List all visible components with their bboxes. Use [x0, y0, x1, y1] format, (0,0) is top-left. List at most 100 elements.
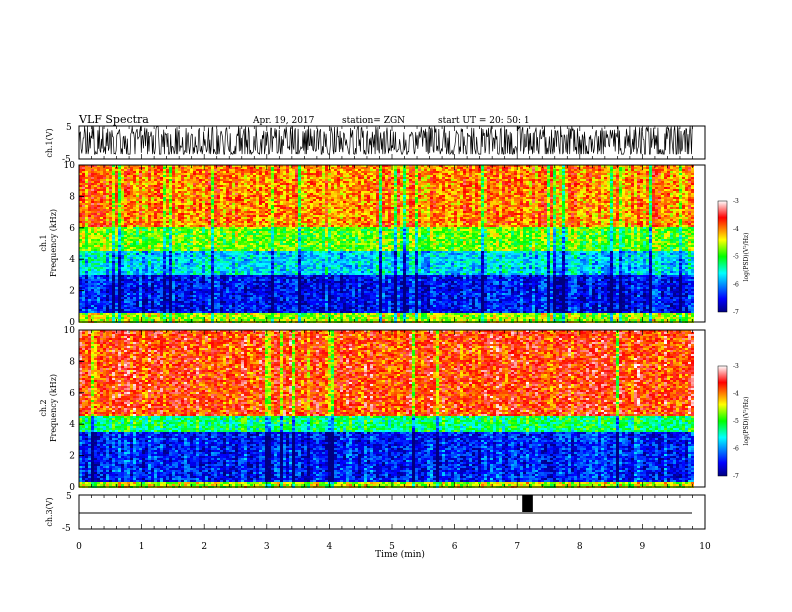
- spectrogram-cell: [181, 287, 184, 289]
- spectrogram-cell: [154, 301, 157, 303]
- spectrogram-cell: [172, 237, 175, 239]
- spectrogram-cell: [175, 183, 178, 185]
- spectrogram-cell: [136, 201, 139, 203]
- spectrogram-cell: [124, 319, 127, 321]
- spectrogram-cell: [145, 191, 148, 193]
- spectrogram-cell: [163, 207, 166, 209]
- spectrogram-cell: [154, 175, 157, 177]
- spectrogram-cell: [88, 281, 91, 283]
- spectrogram-cell: [115, 205, 118, 207]
- spectrogram-cell: [148, 241, 151, 243]
- spectrogram-cell: [136, 313, 139, 315]
- spectrogram-cell: [160, 263, 163, 265]
- spectrogram-cell: [181, 193, 184, 195]
- spectrogram-cell: [181, 239, 184, 241]
- spectrogram-cell: [106, 301, 109, 303]
- spectrogram-cell: [136, 265, 139, 267]
- spectrogram-cell: [175, 195, 178, 197]
- spectrogram-cell: [160, 311, 163, 313]
- spectrogram-cell: [160, 267, 163, 269]
- spectrogram-cell: [163, 213, 166, 215]
- spectrogram-cell: [181, 219, 184, 221]
- spectrogram-cell: [145, 189, 148, 191]
- spectrogram-cell: [118, 275, 121, 277]
- spectrogram-cell: [88, 179, 91, 181]
- spectrogram-cell: [106, 315, 109, 317]
- spectrogram-cell: [100, 311, 103, 313]
- spectrogram-cell: [163, 305, 166, 307]
- spectrogram-cell: [112, 297, 115, 299]
- spectrogram-cell: [136, 181, 139, 183]
- spectrogram-cell: [124, 283, 127, 285]
- spectrogram-cell: [115, 173, 118, 175]
- spectrogram-cell: [106, 191, 109, 193]
- spectrogram-cell: [112, 191, 115, 193]
- spectrogram-cell: [121, 305, 124, 307]
- spectrogram-cell: [142, 319, 145, 321]
- spectrogram-cell: [166, 297, 169, 299]
- spectrogram-cell: [169, 211, 172, 213]
- spectrogram-cell: [136, 247, 139, 249]
- spectrogram-cell: [109, 279, 112, 281]
- spectrogram-cell: [88, 291, 91, 293]
- spectrogram-cell: [121, 319, 124, 321]
- spectrogram-cell: [127, 311, 130, 313]
- spectrogram-cell: [88, 255, 91, 257]
- spectrogram-cell: [145, 267, 148, 269]
- spectrogram-cell: [154, 217, 157, 219]
- spectrogram-cell: [178, 217, 181, 219]
- spectrogram-cell: [130, 167, 133, 169]
- spectrogram-cell: [175, 313, 178, 315]
- spectrogram-cell: [100, 263, 103, 265]
- spectrogram-cell: [160, 241, 163, 243]
- spectrogram-cell: [124, 275, 127, 277]
- spectrogram-cell: [142, 217, 145, 219]
- spectrogram-cell: [130, 231, 133, 233]
- spectrogram-cell: [106, 293, 109, 295]
- spectrogram-cell: [136, 209, 139, 211]
- spectrogram-cell: [100, 295, 103, 297]
- spectrogram-cell: [85, 233, 88, 235]
- spectrogram-cell: [160, 183, 163, 185]
- spectrogram-cell: [103, 209, 106, 211]
- spectrogram-cell: [154, 225, 157, 227]
- spectrogram-cell: [139, 237, 142, 239]
- spectrogram-cell: [97, 235, 100, 237]
- spectrogram-cell: [88, 235, 91, 237]
- spectrogram-cell: [133, 183, 136, 185]
- spectrogram-cell: [172, 279, 175, 281]
- spectrogram-cell: [85, 299, 88, 301]
- spectrogram-cell: [142, 313, 145, 315]
- spectrogram-cell: [142, 281, 145, 283]
- spectrogram-cell: [91, 279, 94, 281]
- spectrogram-cell: [109, 317, 112, 319]
- spectrogram-cell: [130, 237, 133, 239]
- spectrogram-cell: [142, 215, 145, 217]
- spectrogram-cell: [157, 253, 160, 255]
- spectrogram-cell: [169, 305, 172, 307]
- spectrogram-cell: [85, 283, 88, 285]
- spectrogram-cell: [142, 197, 145, 199]
- spectrogram-cell: [136, 167, 139, 169]
- spectrogram-cell: [97, 255, 100, 257]
- spectrogram-cell: [145, 273, 148, 275]
- spectrogram-cell: [88, 265, 91, 267]
- spectrogram-cell: [112, 207, 115, 209]
- spectrogram-cell: [97, 257, 100, 259]
- spectrogram-cell: [148, 213, 151, 215]
- spectrogram-cell: [82, 213, 85, 215]
- spectrogram-cell: [148, 285, 151, 287]
- spectrogram-cell: [139, 301, 142, 303]
- spectrogram-cell: [121, 187, 124, 189]
- spectrogram-cell: [100, 193, 103, 195]
- spectrogram-cell: [106, 277, 109, 279]
- spectrogram-cell: [145, 281, 148, 283]
- spectrogram-cell: [121, 273, 124, 275]
- spectrogram-cell: [139, 291, 142, 293]
- spectrogram-cell: [175, 251, 178, 253]
- spectrogram-cell: [160, 179, 163, 181]
- spectrogram-cell: [130, 197, 133, 199]
- spectrogram-cell: [121, 279, 124, 281]
- spectrogram-cell: [142, 237, 145, 239]
- spectrogram-cell: [109, 233, 112, 235]
